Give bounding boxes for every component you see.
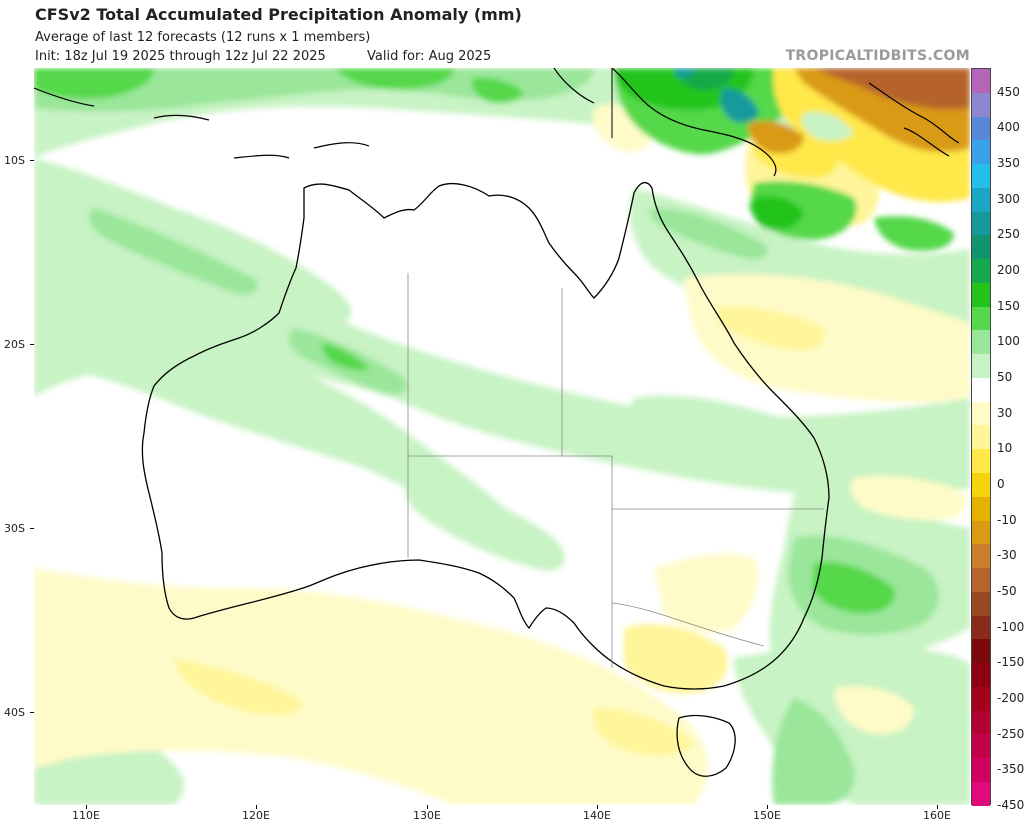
chart-title: CFSv2 Total Accumulated Precipitation An… <box>35 5 522 24</box>
colorbar-label: 150 <box>997 298 1020 313</box>
colorbar-segment <box>972 377 990 402</box>
colorbar-label: -350 <box>997 762 1024 777</box>
tasmania-coastline <box>676 714 736 777</box>
colorbar-segment <box>972 686 990 711</box>
colorbar-label: 350 <box>997 156 1020 171</box>
colorbar-segment <box>972 473 990 497</box>
colorbar-segment <box>972 306 990 331</box>
colorbar-label: 250 <box>997 227 1020 242</box>
colorbar-segment <box>972 282 990 307</box>
colorbar-label: -200 <box>997 691 1024 706</box>
colorbar-segment <box>972 568 990 592</box>
colorbar-label: 30 <box>997 405 1013 420</box>
lat-label-30s: 30S <box>4 522 25 535</box>
lon-label-130e: 130E <box>413 809 441 822</box>
anomaly-shading <box>34 68 970 805</box>
australia-coastline <box>141 181 830 690</box>
colorbar-label: 300 <box>997 191 1020 206</box>
colorbar-segment <box>972 734 990 759</box>
colorbar-label: -450 <box>997 798 1024 812</box>
chart-subtitle: Average of last 12 forecasts (12 runs x … <box>35 30 371 45</box>
colorbar-label: 100 <box>997 334 1020 349</box>
colorbar-label: 200 <box>997 263 1020 278</box>
colorbar-segment <box>972 520 990 545</box>
colorbar <box>971 68 991 806</box>
colorbar-segment <box>972 591 990 616</box>
colorbar-label: -30 <box>997 548 1017 563</box>
colorbar-segment <box>972 354 990 378</box>
colorbar-segment <box>972 544 990 569</box>
colorbar-segment <box>972 401 990 426</box>
colorbar-segment <box>972 496 990 521</box>
init-text: Init: 18z Jul 19 2025 through 12z Jul 22… <box>35 49 326 64</box>
colorbar-segment <box>972 710 990 735</box>
colorbar-segment <box>972 781 990 806</box>
brand-watermark: TROPICALTIDBITS.COM <box>785 48 970 64</box>
precipitation-anomaly-map <box>34 68 970 805</box>
colorbar-label: -150 <box>997 655 1024 670</box>
new-guinea-coastline <box>611 68 777 177</box>
colorbar-label: -50 <box>997 584 1017 599</box>
colorbar-label: -10 <box>997 512 1017 527</box>
colorbar-label: 50 <box>997 370 1013 385</box>
colorbar-segment <box>972 187 990 212</box>
lon-label-150e: 150E <box>753 809 781 822</box>
valid-text: Valid for: Aug 2025 <box>367 49 492 64</box>
colorbar-segment <box>972 164 990 188</box>
colorbar-segment <box>972 639 990 664</box>
lat-label-40s: 40S <box>4 706 25 719</box>
colorbar-segment <box>972 615 990 640</box>
colorbar-segment <box>972 663 990 687</box>
colorbar-label: -100 <box>997 619 1024 634</box>
lat-label-20s: 20S <box>4 338 25 351</box>
colorbar-segment <box>972 330 990 355</box>
colorbar-segment <box>972 425 990 450</box>
colorbar-segment <box>972 116 990 141</box>
colorbar-segment <box>972 259 990 283</box>
lon-label-120e: 120E <box>242 809 270 822</box>
colorbar-label: 10 <box>997 441 1013 456</box>
lon-label-160e: 160E <box>923 809 951 822</box>
lon-label-110e: 110E <box>72 809 100 822</box>
colorbar-segment <box>972 235 990 260</box>
colorbar-segment <box>972 758 990 782</box>
colorbar-label: -250 <box>997 726 1024 741</box>
colorbar-label: 400 <box>997 120 1020 135</box>
map-canvas <box>34 68 970 805</box>
colorbar-segment <box>972 69 990 93</box>
colorbar-segment <box>972 92 990 117</box>
lat-label-10s: 10S <box>4 154 25 167</box>
colorbar-label: 0 <box>997 477 1005 492</box>
colorbar-label: 450 <box>997 84 1020 99</box>
colorbar-segment <box>972 211 990 236</box>
colorbar-segment <box>972 449 990 474</box>
lon-label-140e: 140E <box>583 809 611 822</box>
colorbar-segment <box>972 140 990 165</box>
